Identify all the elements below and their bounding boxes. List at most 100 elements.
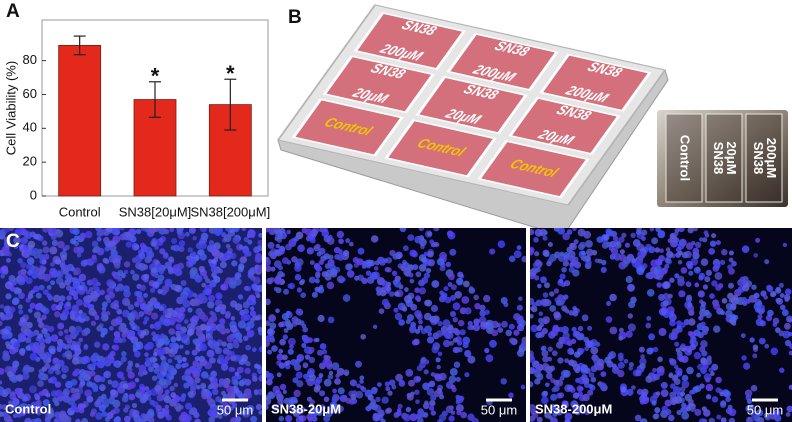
cell-nucleus xyxy=(385,386,391,392)
cell-nucleus xyxy=(257,244,262,251)
cell-nucleus xyxy=(117,270,124,276)
cell-nucleus xyxy=(41,373,49,381)
cell-nucleus xyxy=(144,352,149,357)
cell-nucleus xyxy=(663,281,671,289)
cell-nucleus xyxy=(416,365,423,372)
cell-nucleus xyxy=(418,228,425,232)
cell-nucleus xyxy=(83,295,90,303)
cell-nucleus xyxy=(429,405,435,411)
cell-nucleus xyxy=(51,303,58,311)
cell-nucleus xyxy=(55,369,61,376)
cell-nucleus xyxy=(664,399,672,407)
cell-nucleus xyxy=(559,251,565,257)
cell-nucleus xyxy=(20,262,27,269)
cell-nucleus xyxy=(19,316,26,323)
cell-nucleus xyxy=(448,415,455,422)
cell-nucleus xyxy=(681,374,689,382)
cell-nucleus xyxy=(152,401,159,408)
cell-nucleus xyxy=(665,247,671,252)
cell-nucleus xyxy=(767,309,774,317)
micrograph xyxy=(0,228,262,422)
cell-nucleus xyxy=(324,273,332,281)
cell-nucleus xyxy=(535,332,542,339)
cell-nucleus xyxy=(23,244,30,252)
cell-nucleus xyxy=(129,320,135,327)
cell-nucleus xyxy=(656,282,662,288)
cell-nucleus xyxy=(187,247,193,253)
cell-nucleus xyxy=(530,314,534,319)
cell-nucleus xyxy=(12,297,20,305)
cell-nucleus xyxy=(7,400,13,406)
cell-nucleus xyxy=(408,272,414,278)
cell-nucleus xyxy=(765,314,773,322)
cell-nucleus xyxy=(66,295,72,301)
cell-nucleus xyxy=(328,405,335,412)
cell-nucleus xyxy=(409,413,418,422)
cell-nucleus xyxy=(719,259,726,266)
cell-nucleus xyxy=(745,299,751,304)
cell-nucleus xyxy=(319,228,324,233)
cell-nucleus xyxy=(563,280,571,287)
cell-nucleus xyxy=(557,228,565,235)
cell-nucleus xyxy=(78,285,84,291)
cell-nucleus xyxy=(62,388,70,396)
well-label: SN38 xyxy=(368,60,410,81)
cell-nucleus xyxy=(69,314,76,320)
cell-nucleus xyxy=(210,370,218,378)
cell-nucleus xyxy=(78,374,86,382)
cell-nucleus xyxy=(108,397,116,405)
cell-nucleus xyxy=(46,293,52,299)
cell-nucleus xyxy=(140,228,147,232)
cell-nucleus xyxy=(96,266,102,272)
cell-nucleus xyxy=(339,395,345,401)
cell-nucleus xyxy=(108,292,116,299)
cell-nucleus xyxy=(430,410,436,416)
cell-nucleus xyxy=(192,236,197,241)
cell-nucleus xyxy=(483,294,491,303)
cell-nucleus xyxy=(56,338,64,346)
cell-nucleus xyxy=(464,350,472,358)
cell-nucleus xyxy=(266,339,270,348)
y-axis-label: Cell Viability (%) xyxy=(3,61,18,155)
cell-nucleus xyxy=(151,375,158,381)
cell-nucleus xyxy=(273,286,279,292)
cell-nucleus xyxy=(453,328,459,334)
cell-nucleus xyxy=(16,374,24,382)
cell-nucleus xyxy=(140,330,147,336)
cell-nucleus xyxy=(232,236,240,244)
cell-nucleus xyxy=(585,240,593,248)
cell-nucleus xyxy=(95,412,103,420)
cell-nucleus xyxy=(123,290,131,298)
cell-nucleus xyxy=(681,380,690,389)
cell-nucleus xyxy=(597,258,603,264)
cell-nucleus xyxy=(766,285,774,293)
cell-nucleus xyxy=(251,283,257,290)
cell-nucleus xyxy=(590,365,598,373)
cell-nucleus xyxy=(14,232,21,239)
cell-nucleus xyxy=(230,367,236,372)
cell-nucleus xyxy=(232,228,240,233)
cell-nucleus xyxy=(174,268,183,277)
cell-nucleus xyxy=(547,346,553,352)
cell-nucleus xyxy=(110,389,117,396)
cell-nucleus xyxy=(327,373,334,380)
cell-nucleus xyxy=(181,357,187,362)
cell-nucleus xyxy=(694,408,702,416)
cell-nucleus xyxy=(47,377,53,384)
cell-nucleus xyxy=(618,335,624,341)
cell-nucleus xyxy=(195,329,203,337)
cell-nucleus xyxy=(394,275,401,282)
cell-nucleus xyxy=(179,344,184,349)
cell-nucleus xyxy=(557,357,564,364)
cell-nucleus xyxy=(236,374,242,380)
panel-letter: C xyxy=(6,231,20,252)
cell-nucleus xyxy=(132,409,140,418)
cell-nucleus xyxy=(641,388,649,396)
cell-nucleus xyxy=(52,357,59,364)
cell-nucleus xyxy=(122,309,130,318)
cell-nucleus xyxy=(173,382,179,388)
cell-nucleus xyxy=(541,327,548,335)
